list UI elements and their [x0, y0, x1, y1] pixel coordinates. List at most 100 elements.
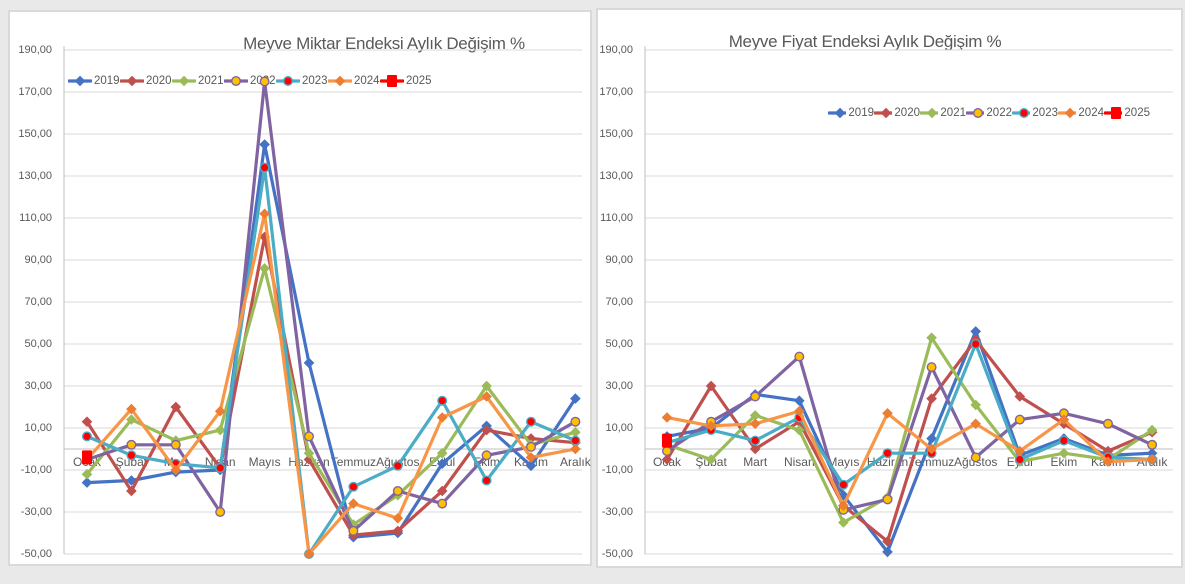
y-axis-tick-label: 90,00 [24, 254, 52, 266]
y-axis-tick-label: 190,00 [599, 44, 633, 56]
x-axis-label-aralık: Aralık [1136, 455, 1168, 469]
legend-label: 2020 [894, 107, 920, 119]
y-axis-tick-label: 30,00 [24, 380, 52, 392]
legend-label: 2024 [1078, 107, 1104, 119]
y-axis-tick-label: 150,00 [18, 128, 52, 140]
plot-area [63, 46, 582, 560]
legend-marker-2023 [1012, 107, 1031, 119]
y-axis-tick-label: -10,00 [601, 464, 633, 476]
y-axis-tick-label: 130,00 [599, 170, 633, 182]
y-axis-tick-label: 50,00 [24, 338, 52, 350]
legend-marker-2024 [328, 75, 352, 87]
legend-item-2021[interactable]: 2021 [920, 106, 966, 120]
x-axis-label-ekim: Ekim [473, 455, 500, 469]
x-axis-label-nisan: Nisan [204, 455, 236, 469]
legend-item-2020[interactable]: 2020 [120, 74, 172, 88]
y-axis-tick-label: 130,00 [18, 170, 52, 182]
y-axis-tick-label: -30,00 [601, 506, 633, 518]
legend-label: 2021 [198, 75, 224, 87]
series-line-2021 [661, 332, 1158, 528]
series-line-2019 [661, 326, 1158, 558]
legend-label: 2023 [302, 75, 328, 87]
y-axis-tick-label: 90,00 [605, 254, 633, 266]
x-axis-label-mart: Mart [743, 455, 768, 469]
legend-marker-2022 [224, 75, 248, 87]
legend-label: 2024 [354, 75, 380, 87]
series-line-2022 [661, 351, 1158, 515]
legend-item-2024[interactable]: 2024 [328, 74, 380, 88]
x-axis-label-ekim: Ekim [1050, 455, 1078, 469]
legend-label: 2022 [250, 75, 276, 87]
legend-item-2022[interactable]: 2022 [966, 106, 1012, 120]
y-axis-tick-label: -30,00 [20, 506, 52, 518]
x-axis-label-şubat: Şubat [695, 455, 727, 469]
x-axis-label-nisan: Nisan [783, 455, 815, 469]
y-axis-tick-label: 70,00 [605, 296, 633, 308]
series-line-2024 [81, 208, 581, 560]
chart-title: Meyve Fiyat Endeksi Aylık Değişim % [728, 32, 1002, 51]
series-line-2020 [661, 334, 1158, 547]
series-line-2020 [81, 231, 581, 541]
price-index-chart[interactable]: Meyve Fiyat Endeksi Aylık Değişim % 2019… [596, 8, 1183, 568]
legend-marker-2019 [68, 75, 92, 87]
legend-item-2023[interactable]: 2023 [276, 74, 328, 88]
x-axis-label-haziran: Haziran [866, 455, 909, 469]
y-axis-tick-label: -10,00 [20, 464, 52, 476]
y-axis-tick-label: 170,00 [18, 86, 52, 98]
legend-label: 2019 [94, 75, 120, 87]
legend-marker-2025 [380, 75, 404, 87]
chart-legend: 2019 2020 2021 2022 2023 2024 2025 [68, 74, 432, 88]
quantity-index-chart[interactable]: Meyve Miktar Endeksi Aylık Değişim % 201… [8, 10, 592, 566]
legend-item-2024[interactable]: 2024 [1058, 106, 1104, 120]
series-line-2025 [662, 433, 672, 448]
x-axis-label-eylül: Eylül [429, 455, 456, 469]
x-axis-label-temmuz: Temmuz [330, 455, 377, 469]
series-line-2023 [81, 162, 581, 560]
legend-marker-2022 [966, 107, 985, 119]
legend-marker-2023 [276, 75, 300, 87]
legend-label: 2025 [1124, 107, 1150, 119]
legend-item-2021[interactable]: 2021 [172, 74, 224, 88]
y-axis-tick-label: 110,00 [19, 212, 52, 224]
legend-item-2023[interactable]: 2023 [1012, 106, 1058, 120]
x-axis-label-ocak: Ocak [72, 455, 102, 469]
y-axis-tick-label: 150,00 [599, 128, 633, 140]
series-line-2021 [81, 263, 581, 530]
legend-marker-2021 [172, 75, 196, 87]
x-axis-label-aralık: Aralık [560, 455, 591, 469]
chart-legend: 2019 2020 2021 2022 2023 2024 2025 [828, 106, 1150, 120]
y-axis-tick-label: 30,00 [605, 380, 633, 392]
series-line-2019 [81, 139, 581, 543]
x-axis-label-ağustos: Ağustos [954, 455, 998, 469]
y-axis-tick-label: -50,00 [20, 548, 52, 560]
x-axis-label-mayıs: Mayıs [248, 455, 281, 469]
legend-label: 2023 [1032, 107, 1058, 119]
legend-label: 2020 [146, 75, 172, 87]
x-axis-label-şubat: Şubat [115, 455, 148, 469]
y-axis-tick-label: -50,00 [601, 548, 633, 560]
x-axis-label-ağustos: Ağustos [376, 455, 420, 469]
x-axis-label-ocak: Ocak [652, 455, 682, 469]
legend-item-2025[interactable]: 2025 [1104, 106, 1150, 120]
legend-label: 2019 [848, 107, 874, 119]
y-axis-tick-label: 170,00 [599, 86, 633, 98]
legend-item-2019[interactable]: 2019 [68, 74, 120, 88]
legend-label: 2025 [406, 75, 432, 87]
y-axis-tick-label: 70,00 [24, 296, 52, 308]
plot-area [644, 46, 1173, 558]
y-axis-tick-label: 10,00 [605, 422, 633, 434]
legend-item-2025[interactable]: 2025 [380, 74, 432, 88]
legend-marker-2020 [120, 75, 144, 87]
x-axis-label-temmuz: Temmuz [908, 455, 955, 469]
legend-marker-2020 [874, 107, 893, 119]
legend-item-2019[interactable]: 2019 [828, 106, 874, 120]
legend-item-2020[interactable]: 2020 [874, 106, 920, 120]
legend-item-2022[interactable]: 2022 [224, 74, 276, 88]
legend-label: 2021 [940, 107, 966, 119]
legend-marker-2019 [828, 107, 847, 119]
x-axis-label-kasım: Kasım [513, 455, 549, 469]
x-axis-label-mayıs: Mayıs [827, 455, 860, 469]
chart-title: Meyve Miktar Endeksi Aylık Değişim % [243, 34, 525, 53]
x-axis-label-mart: Mart [163, 455, 188, 469]
